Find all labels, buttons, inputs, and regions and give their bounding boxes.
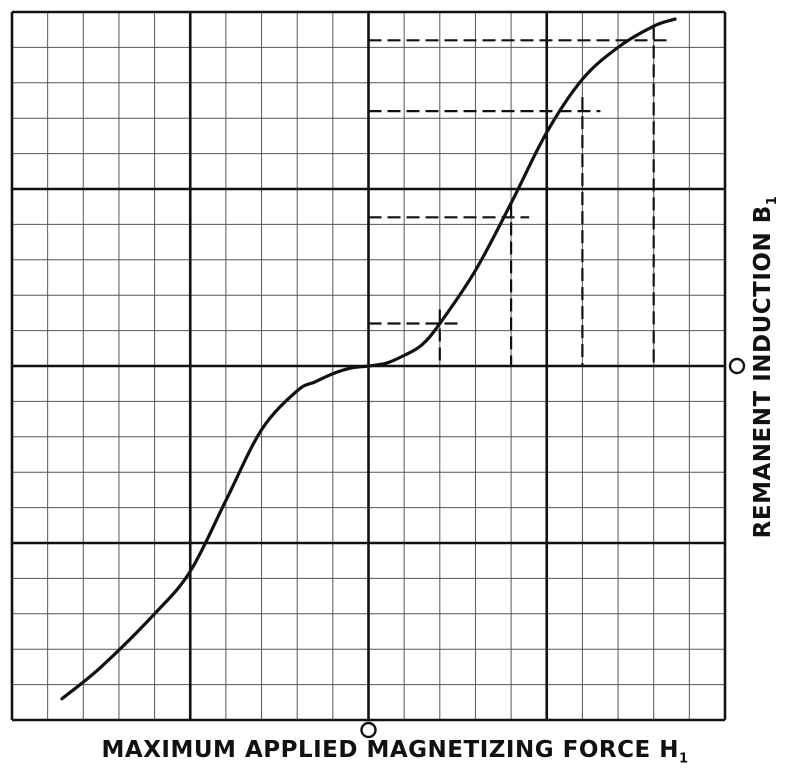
origin-markers [360,357,746,739]
y-axis-label-wrap: REMANENT INDUCTION B1 [745,192,785,542]
y-axis-subscript: 1 [764,195,780,206]
x-origin-marker [360,721,377,739]
x-axis-label: MAXIMUM APPLIED MAGNETIZING FORCE H1 [101,737,689,767]
series-line [60,17,677,701]
y-origin-marker [728,357,746,375]
guide-lines [368,26,672,366]
x-axis-symbol: H [659,737,679,763]
x-axis-subscript: 1 [678,751,689,767]
y-axis-symbol: B [750,205,777,224]
y-axis-label: REMANENT INDUCTION B1 [750,195,780,539]
